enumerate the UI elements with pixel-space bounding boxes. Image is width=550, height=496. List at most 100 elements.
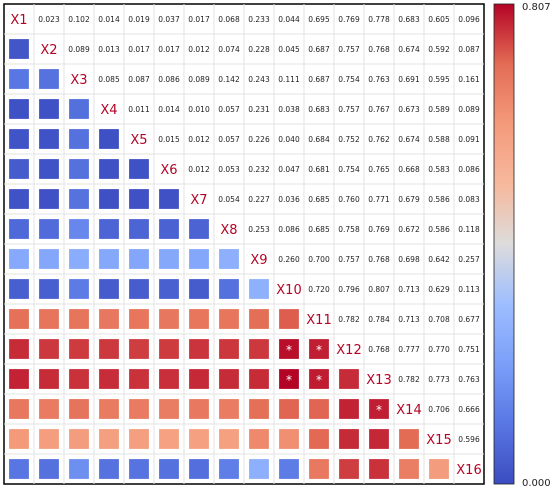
heatmap-square xyxy=(249,399,269,419)
heatmap-square xyxy=(369,459,389,479)
heatmap-square xyxy=(39,159,59,179)
value-label: 0.086 xyxy=(158,75,180,84)
heatmap-square xyxy=(159,459,179,479)
heatmap-square xyxy=(9,219,29,239)
value-label: 0.074 xyxy=(218,45,240,54)
value-label: 0.017 xyxy=(158,45,180,54)
heatmap-square xyxy=(99,459,119,479)
value-label: 0.674 xyxy=(398,45,420,54)
diagonal-label-x7: X7 xyxy=(190,193,207,208)
heatmap-square xyxy=(249,459,269,479)
heatmap-square xyxy=(369,429,389,449)
heatmap-square xyxy=(99,159,119,179)
heatmap-square xyxy=(429,459,449,479)
diagonal-label-x14: X14 xyxy=(396,403,421,418)
heatmap-square xyxy=(69,309,89,329)
value-label: 0.057 xyxy=(218,105,240,114)
diagonal-label-x16: X16 xyxy=(456,463,481,478)
heatmap-square xyxy=(189,369,209,389)
diagonal-label-x15: X15 xyxy=(426,433,451,448)
value-label: 0.713 xyxy=(398,315,420,324)
heatmap-square xyxy=(129,159,149,179)
heatmap-square xyxy=(39,369,59,389)
heatmap-square xyxy=(69,129,89,149)
heatmap-square xyxy=(99,279,119,299)
diagonal-label-x5: X5 xyxy=(130,133,147,148)
heatmap-square xyxy=(129,309,149,329)
heatmap-square xyxy=(39,219,59,239)
heatmap-square xyxy=(399,459,419,479)
heatmap-square xyxy=(69,99,89,119)
heatmap-square xyxy=(219,249,239,269)
heatmap-square xyxy=(9,69,29,89)
value-label: 0.253 xyxy=(248,225,270,234)
value-label: 0.233 xyxy=(248,15,270,24)
value-label: 0.017 xyxy=(188,15,210,24)
heatmap-square xyxy=(189,339,209,359)
significance-marker: * xyxy=(316,373,322,387)
heatmap-square xyxy=(99,399,119,419)
heatmap-square xyxy=(159,429,179,449)
colorbar-max-label: 0.807 xyxy=(522,2,550,13)
heatmap-square xyxy=(99,309,119,329)
value-label: 0.012 xyxy=(188,135,210,144)
heatmap-square xyxy=(339,369,359,389)
significance-marker: * xyxy=(316,343,322,357)
value-label: 0.754 xyxy=(338,75,360,84)
value-label: 0.757 xyxy=(338,255,360,264)
value-label: 0.586 xyxy=(428,195,450,204)
value-label: 0.666 xyxy=(458,405,480,414)
heatmap-square xyxy=(159,369,179,389)
heatmap-square xyxy=(39,339,59,359)
heatmap-square xyxy=(9,39,29,59)
value-label: 0.142 xyxy=(218,75,240,84)
heatmap-square xyxy=(9,399,29,419)
significance-marker: * xyxy=(376,403,382,417)
value-label: 0.096 xyxy=(458,15,480,24)
value-label: 0.037 xyxy=(158,15,180,24)
heatmap-square xyxy=(339,399,359,419)
heatmap-square xyxy=(339,429,359,449)
diagonal-label-x9: X9 xyxy=(250,253,267,268)
value-label: 0.751 xyxy=(458,345,480,354)
diagonal-label-x4: X4 xyxy=(100,103,117,118)
diagonal-label-x11: X11 xyxy=(306,313,331,328)
value-label: 0.053 xyxy=(218,165,240,174)
heatmap-square xyxy=(159,189,179,209)
heatmap-square xyxy=(9,279,29,299)
value-label: 0.796 xyxy=(338,285,360,294)
heatmap-square xyxy=(9,309,29,329)
heatmap-square xyxy=(399,429,419,449)
value-label: 0.595 xyxy=(428,75,450,84)
heatmap-square xyxy=(69,369,89,389)
heatmap-square xyxy=(309,399,329,419)
value-label: 0.677 xyxy=(458,315,480,324)
value-label: 0.762 xyxy=(368,135,390,144)
heatmap-square xyxy=(9,459,29,479)
diagonal-label-x3: X3 xyxy=(70,73,87,88)
heatmap-square xyxy=(309,429,329,449)
heatmap-square xyxy=(219,339,239,359)
value-label: 0.605 xyxy=(428,15,450,24)
value-label: 0.769 xyxy=(338,15,360,24)
value-label: 0.226 xyxy=(248,135,270,144)
heatmap-square xyxy=(39,459,59,479)
value-label: 0.683 xyxy=(308,105,330,114)
heatmap-square xyxy=(99,189,119,209)
heatmap-square xyxy=(159,309,179,329)
heatmap-square xyxy=(99,369,119,389)
heatmap-square xyxy=(99,219,119,239)
matrix-cells: X1 0.023 0.102 0.014 0.019 0.037 0.017 0.068 0.2… xyxy=(9,13,482,479)
heatmap-square xyxy=(39,189,59,209)
value-label: 0.227 xyxy=(248,195,270,204)
diagonal-label-x13: X13 xyxy=(366,373,391,388)
value-label: 0.589 xyxy=(428,105,450,114)
value-label: 0.769 xyxy=(368,225,390,234)
value-label: 0.044 xyxy=(278,15,300,24)
value-label: 0.586 xyxy=(428,225,450,234)
heatmap-square xyxy=(279,429,299,449)
value-label: 0.228 xyxy=(248,45,270,54)
value-label: 0.057 xyxy=(218,135,240,144)
value-label: 0.684 xyxy=(308,135,330,144)
heatmap-square xyxy=(39,69,59,89)
